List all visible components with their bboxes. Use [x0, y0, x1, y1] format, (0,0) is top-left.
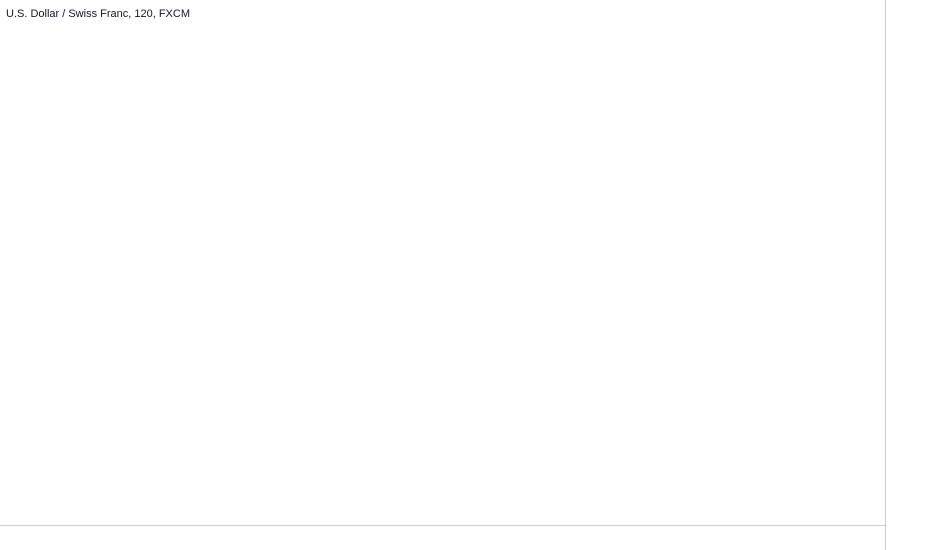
chart-title: U.S. Dollar / Swiss Franc, 120, FXCM [6, 8, 190, 20]
